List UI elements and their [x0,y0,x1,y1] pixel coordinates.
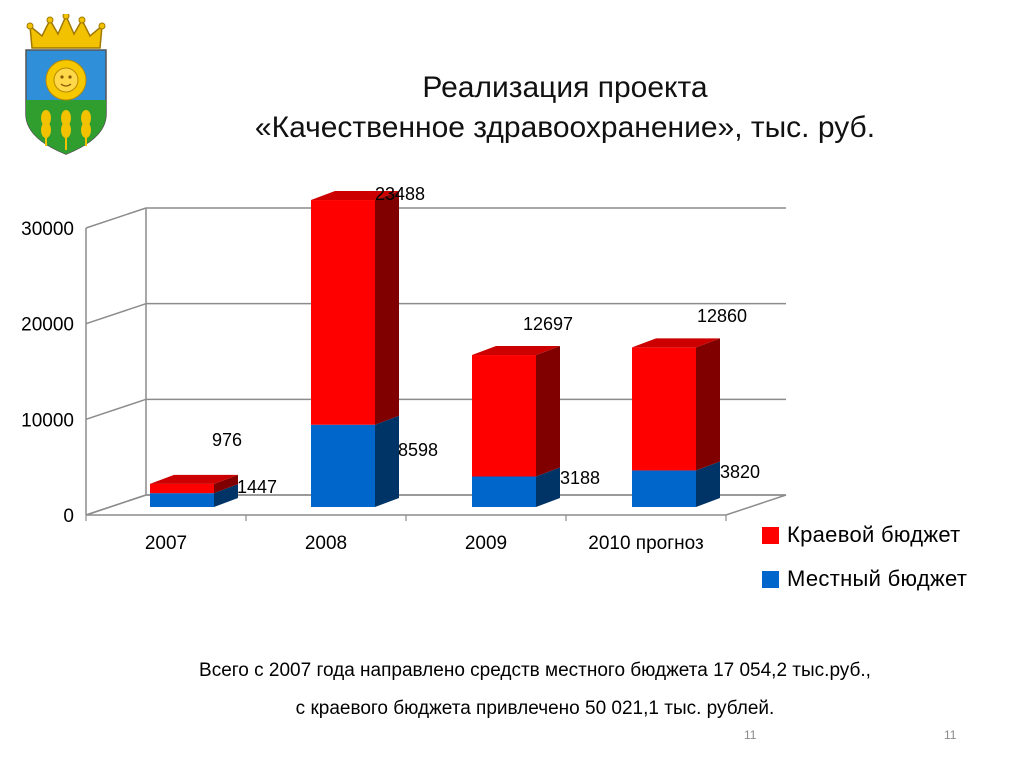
data-label-local: 3820 [720,462,760,482]
legend-label-regional: Краевой бюджет [787,522,961,547]
data-label-local: 8598 [398,440,438,460]
y-tick-label: 30000 [21,219,74,240]
bar-regional-side [536,346,560,477]
data-label-regional: 12697 [523,314,573,334]
page-number-left: 11 [744,728,757,742]
bar-regional-top [150,474,238,484]
bar-local-front [311,424,375,507]
bar-regional-top [472,346,560,356]
summary-text: Всего с 2007 года направлено средств мес… [60,652,1010,728]
bar-regional-top [632,338,720,348]
bar-regional-front [311,200,375,425]
budget-bar-chart: 0 10000 20000 30000 2007 2008 2009 2010 прогноз… [21,184,787,554]
bar-local-front [632,470,696,507]
x-tick-label: 2008 [305,533,347,554]
bar-regional-top [311,191,399,201]
chart-legend: Краевой бюджет Местный бюджет [762,513,967,601]
data-label-regional: 12860 [697,306,747,326]
gridline-side [85,207,147,229]
x-tick-label: 2007 [145,533,187,554]
bar-local-side [375,415,399,507]
bar-regional-front [632,347,696,471]
chart-floor [85,494,787,516]
legend-swatch-regional [762,526,779,544]
bar-local-front [472,476,536,507]
bar-regional-front [472,355,536,477]
legend-swatch-local [762,570,779,588]
summary-line-1: Всего с 2007 года направлено средств мес… [199,660,871,681]
y-tick-label: 20000 [21,315,74,336]
bar-regional-side [214,474,238,494]
bar-local-side [214,484,238,507]
bar-regional-side [375,191,399,425]
y-tick-label: 0 [63,506,74,527]
gridline-side [85,398,147,421]
title-line-2: «Качественное здравоохранение», тыс. руб… [254,111,876,144]
page-title: Реализация проекта «Качественное здравоо… [160,68,970,148]
title-line-1: Реализация проекта [422,71,708,104]
y-tick-label: 10000 [21,410,74,431]
data-label-regional: 23488 [375,184,425,204]
summary-line-2: с краевого бюджета привлечено 50 021,1 т… [295,698,775,719]
data-label-local: 1447 [237,477,277,497]
legend-item-regional: Краевой бюджет [762,513,967,557]
x-tick-label: 2010 прогноз [588,533,703,554]
data-label-regional: 976 [212,430,242,450]
page-number-right: 11 [944,728,957,742]
legend-item-local: Местный бюджет [762,557,967,601]
data-label-local: 3188 [560,468,600,488]
bar-local-side [696,461,720,507]
x-tick-label: 2009 [465,533,507,554]
bar-regional-front [150,483,214,494]
coat-of-arms-icon [25,14,107,155]
gridline-side [85,302,147,325]
bar-local-front [150,493,214,507]
bar-local-side [536,467,560,507]
legend-label-local: Местный бюджет [787,566,968,591]
bar-regional-side [696,338,720,471]
